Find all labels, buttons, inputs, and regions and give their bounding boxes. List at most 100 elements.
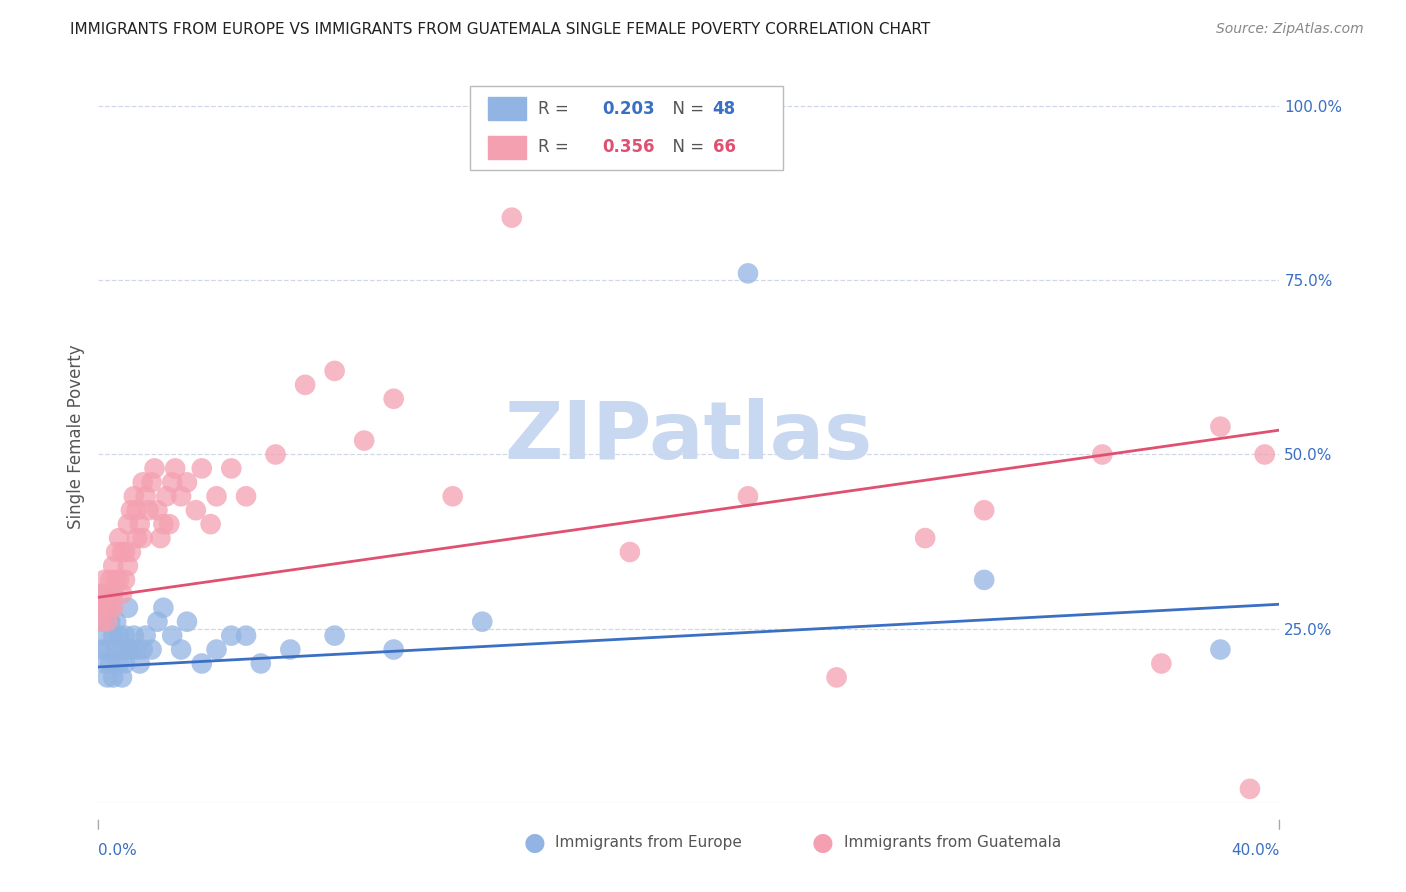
Point [93, 615, 115, 629]
Point [111, 642, 134, 657]
Text: R =: R = [537, 138, 574, 156]
Point [103, 587, 125, 601]
Point [205, 489, 228, 503]
Point [501, 211, 523, 225]
Point [114, 573, 136, 587]
Point [138, 503, 160, 517]
Point [128, 517, 150, 532]
Point [184, 503, 207, 517]
Point [128, 657, 150, 671]
Point [90, 587, 112, 601]
Point [737, 489, 759, 503]
Point [146, 615, 169, 629]
Text: ZIPatlas: ZIPatlas [505, 398, 873, 476]
Point [103, 558, 125, 573]
Point [105, 615, 128, 629]
Point [114, 545, 136, 559]
FancyBboxPatch shape [471, 86, 783, 170]
Point [1150, 657, 1173, 671]
Point [141, 475, 163, 490]
Point [132, 475, 155, 490]
Point [1254, 448, 1277, 462]
Point [619, 545, 641, 559]
Point [135, 629, 157, 643]
Text: N =: N = [662, 138, 709, 156]
Point [143, 461, 166, 475]
Point [98, 600, 121, 615]
Point [96, 587, 118, 601]
Point [120, 642, 142, 657]
Text: 0.203: 0.203 [603, 100, 655, 118]
Point [221, 629, 243, 643]
Point [117, 517, 139, 532]
Point [98, 573, 121, 587]
Point [105, 545, 128, 559]
Point [382, 392, 405, 406]
Point [149, 531, 172, 545]
Point [157, 517, 180, 532]
Point [152, 600, 174, 615]
Point [382, 642, 405, 657]
Point [471, 615, 494, 629]
Point [98, 657, 121, 671]
Point [170, 642, 193, 657]
Point [235, 629, 257, 643]
Point [90, 642, 112, 657]
Point [191, 461, 214, 475]
Point [122, 629, 145, 643]
Point [825, 670, 848, 684]
Point [93, 600, 115, 615]
Point [1209, 642, 1232, 657]
Point [200, 517, 222, 532]
Point [165, 461, 187, 475]
Point [90, 600, 112, 615]
Bar [488, 136, 526, 159]
Point [125, 531, 148, 545]
Text: ●: ● [811, 831, 834, 855]
Point [96, 642, 118, 657]
Text: ●: ● [523, 831, 546, 855]
Point [132, 531, 155, 545]
Point [117, 642, 139, 657]
Point [176, 615, 198, 629]
Point [135, 489, 157, 503]
Point [162, 629, 183, 643]
Point [103, 587, 125, 601]
Text: 66: 66 [713, 138, 735, 156]
Text: Source: ZipAtlas.com: Source: ZipAtlas.com [1216, 22, 1364, 37]
Text: 40.0%: 40.0% [1232, 843, 1279, 858]
Point [162, 475, 183, 490]
Point [1091, 448, 1114, 462]
Point [125, 503, 148, 517]
Point [117, 600, 139, 615]
Point [132, 642, 155, 657]
Point [108, 657, 131, 671]
Point [103, 600, 125, 615]
Point [264, 448, 287, 462]
Point [323, 629, 346, 643]
Text: Immigrants from Europe: Immigrants from Europe [555, 836, 742, 850]
Point [250, 657, 273, 671]
Point [105, 573, 128, 587]
Point [108, 573, 131, 587]
Point [176, 475, 198, 490]
Y-axis label: Single Female Poverty: Single Female Poverty [66, 345, 84, 529]
Point [191, 657, 214, 671]
Point [914, 531, 936, 545]
Point [96, 600, 118, 615]
Text: 0.356: 0.356 [603, 138, 655, 156]
Point [141, 642, 163, 657]
Point [108, 629, 131, 643]
Point [1209, 419, 1232, 434]
Text: R =: R = [537, 100, 574, 118]
Point [96, 615, 118, 629]
Point [170, 489, 193, 503]
Point [323, 364, 346, 378]
Point [294, 377, 316, 392]
Point [1239, 781, 1261, 796]
Point [221, 461, 243, 475]
Point [120, 545, 142, 559]
Point [973, 503, 995, 517]
Point [122, 489, 145, 503]
Point [105, 642, 128, 657]
